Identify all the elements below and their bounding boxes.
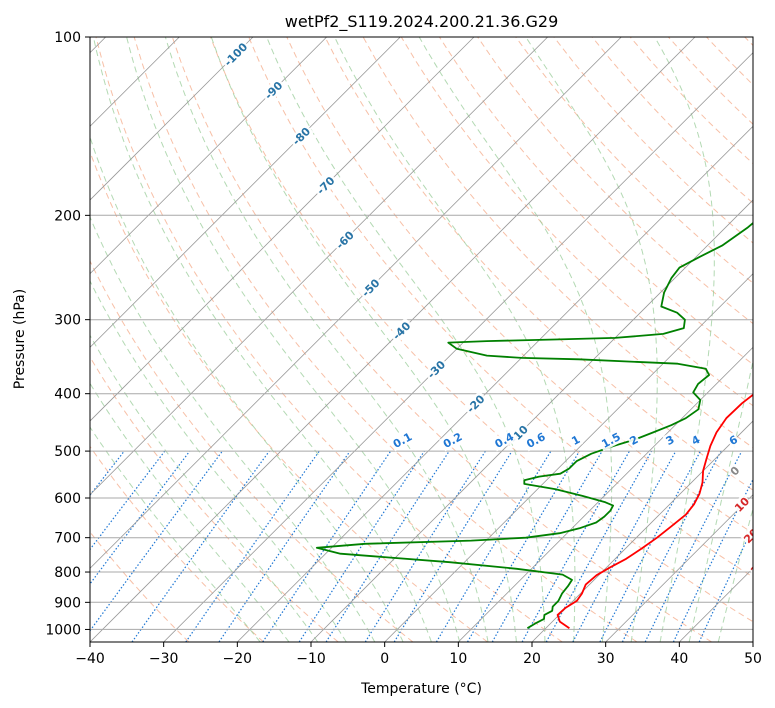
y-tick-label: 800 — [54, 565, 81, 581]
plot-background — [90, 37, 753, 642]
x-tick-label: −30 — [149, 651, 179, 667]
moist-adiabat-label: 20 — [741, 526, 761, 546]
mixing-ratio-line — [185, 450, 320, 642]
mixing-ratio-lines — [90, 450, 753, 642]
moist-adiabat-line — [717, 506, 753, 642]
y-tick-label: 500 — [54, 444, 81, 460]
isotherm-line — [90, 37, 696, 642]
pressure-gridlines — [90, 37, 753, 630]
sounding-series — [315, 221, 753, 629]
moist-adiabat-line — [92, 37, 432, 642]
mixing-ratio-line — [298, 450, 425, 642]
mixing-ratio-label-group: 2 — [626, 431, 642, 449]
mixing-ratio-line — [698, 526, 753, 642]
moist-adiabat-line — [164, 37, 489, 642]
x-tick-label: 0 — [380, 651, 389, 667]
mixing-ratio-line — [262, 450, 392, 642]
isotherm-line — [90, 37, 548, 496]
mixing-ratio-line — [90, 450, 223, 632]
mixing-ratio-line — [325, 450, 450, 642]
mixing-ratio-line — [545, 450, 653, 642]
moist-adiabat-label: 30 — [748, 557, 768, 577]
y-axis: 1000 900 800 700 600 500 400 300 200 100 — [45, 30, 90, 638]
isotherm-line — [531, 420, 753, 642]
dry-adiabat-line — [90, 259, 414, 642]
moist-adiabat-line — [688, 358, 753, 642]
moist-adiabat-line — [126, 37, 461, 642]
mixing-ratio-line — [521, 450, 631, 642]
y-tick-label: 100 — [54, 30, 81, 46]
chart-title: wetPf2_S119.2024.200.21.36.G29 — [285, 12, 559, 32]
mixing-ratio-line — [364, 450, 486, 642]
moist-adiabat-line — [266, 37, 546, 642]
moist-adiabat-line — [334, 37, 576, 642]
dry-adiabat-line — [286, 37, 753, 534]
x-axis-label: Temperature (°C) — [360, 681, 482, 697]
mixing-ratio-label-group: 4 — [688, 431, 704, 449]
y-tick-label: 700 — [54, 531, 81, 547]
plot-area: -100-90-80-70-60-50-40-30-20-100.1 0.2 0.4… — [90, 37, 768, 642]
mixing-ratio-line — [621, 450, 722, 642]
mixing-ratio-label-group: 6 — [725, 431, 741, 449]
moist-adiabat-line — [90, 334, 319, 642]
mixing-ratio-line — [131, 450, 270, 642]
moist-adiabat-line — [90, 426, 261, 642]
x-tick-label: 20 — [523, 651, 541, 667]
dry-adiabat-line — [515, 37, 753, 284]
isotherm-line — [384, 273, 753, 642]
moist-adiabat-line — [418, 37, 613, 642]
x-axis: −40 −30 −20 −10 0 10 20 30 40 50 — [75, 642, 762, 667]
x-tick-label: 50 — [744, 651, 762, 667]
dry-adiabat-line — [90, 445, 264, 642]
dry-adiabat-line — [248, 37, 753, 578]
y-tick-label: 400 — [54, 387, 81, 403]
isotherm-line — [90, 37, 327, 275]
x-tick-label: −10 — [296, 651, 326, 667]
isotherm-line — [605, 494, 753, 642]
y-tick-label: 900 — [54, 595, 81, 611]
dry-adiabat-line — [171, 37, 712, 642]
x-tick-label: 30 — [597, 651, 615, 667]
x-tick-label: −40 — [75, 651, 105, 667]
isotherm-line — [310, 199, 753, 642]
mixing-ratio-line — [393, 450, 513, 642]
y-tick-label: 300 — [54, 313, 81, 329]
isotherms — [90, 37, 753, 642]
dry-adiabat-line — [210, 37, 753, 623]
dewpoint-line — [315, 221, 753, 629]
dry-adiabat-line — [95, 37, 563, 642]
plot-frame — [89, 36, 754, 643]
mixing-ratio-line — [599, 450, 702, 642]
x-tick-label: 40 — [670, 651, 688, 667]
isotherm-line — [163, 52, 753, 642]
moist-adiabat-line — [90, 135, 404, 642]
y-tick-label: 200 — [54, 208, 81, 224]
isotherm-line — [458, 346, 753, 642]
temperature-line — [556, 393, 753, 629]
moist-adiabat-line — [654, 37, 715, 642]
isotherm-line — [90, 37, 254, 201]
y-axis-label: Pressure (hPa) — [12, 289, 28, 389]
isotherm-line — [90, 37, 622, 569]
y-tick-label: 600 — [54, 491, 81, 507]
mixing-ratio-line — [644, 450, 743, 642]
moist-adiabat-line — [210, 37, 517, 642]
mixing-ratio-line — [218, 450, 351, 642]
isotherm-line — [90, 37, 475, 422]
mixing-ratio-line — [435, 450, 552, 642]
moist-adiabat-line — [525, 37, 658, 642]
moist-adiabat-label-group: 20 — [740, 525, 761, 547]
mixing-ratio-label-group: 1 — [568, 431, 584, 449]
x-tick-label: 10 — [449, 651, 467, 667]
moist-adiabat-line — [90, 215, 376, 642]
mixing-ratio-line — [572, 450, 677, 642]
x-tick-label: −20 — [223, 651, 253, 667]
mixing-ratio-label-group: 3 — [662, 431, 678, 449]
y-tick-label: 1000 — [45, 622, 81, 638]
